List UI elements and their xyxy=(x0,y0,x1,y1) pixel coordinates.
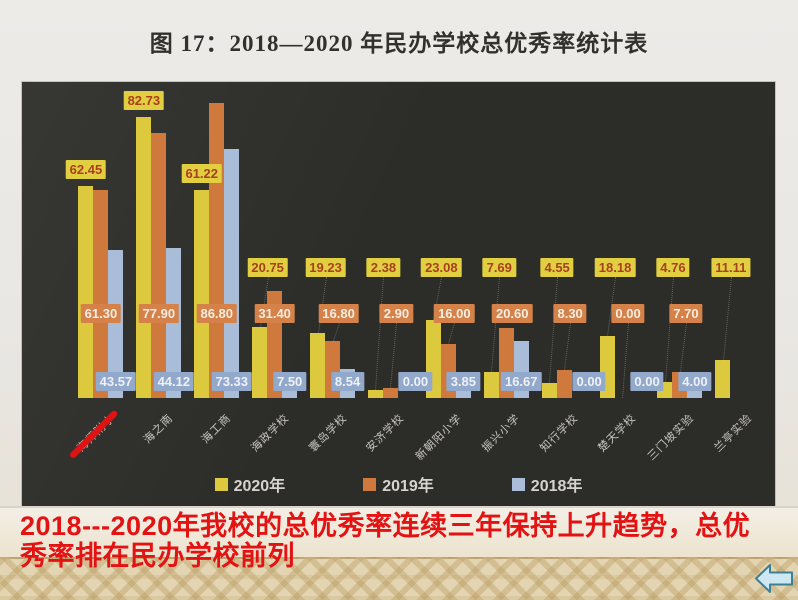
x-axis-label-text: 新朝阳小学 xyxy=(414,412,465,464)
x-axis-label-text: 海工商 xyxy=(199,412,234,447)
value-label-2019年: 16.00 xyxy=(434,304,475,323)
decorative-border-band xyxy=(0,557,798,600)
legend-swatch-icon xyxy=(511,477,525,491)
x-axis-label-text: 知行学校 xyxy=(538,412,581,455)
legend-swatch-icon xyxy=(214,477,228,491)
value-label-2019年: 77.90 xyxy=(138,304,180,323)
bar-2020年 xyxy=(310,332,326,398)
bar-2020年 xyxy=(483,371,499,398)
value-label-2020年: 61.22 xyxy=(181,163,223,183)
value-label-2018年: 0.00 xyxy=(572,372,606,391)
page-title: 图 17：2018—2020 年民办学校总优秀率统计表 xyxy=(149,31,649,56)
highlight-underline-mark xyxy=(68,409,119,460)
x-axis-label-text: 海之南 xyxy=(141,412,176,447)
value-label-2019年: 2.90 xyxy=(379,304,414,323)
value-label-2018年: 8.54 xyxy=(330,372,365,391)
leader-line xyxy=(679,323,687,372)
value-label-2019年: 86.80 xyxy=(196,304,238,323)
value-label-2019年: 31.40 xyxy=(254,304,295,323)
value-label-2020年: 18.18 xyxy=(594,258,636,277)
caption-line-2: 秀率排在民办学校前列 xyxy=(20,541,295,571)
legend-label: 2019年 xyxy=(382,478,434,495)
legend-label: 2018年 xyxy=(530,478,583,495)
value-label-2018年: 3.85 xyxy=(446,372,480,391)
value-label-2018年: 0.00 xyxy=(630,372,664,391)
value-label-2019年: 16.80 xyxy=(318,304,359,323)
value-label-2019年: 0.00 xyxy=(611,304,645,323)
value-label-2019年: 8.30 xyxy=(553,304,587,323)
value-label-2019年: 7.70 xyxy=(669,304,703,323)
value-label-2019年: 20.60 xyxy=(491,304,533,323)
value-label-2020年: 23.08 xyxy=(421,258,462,277)
bar-2019年 xyxy=(382,388,398,398)
legend-item: 2020年 xyxy=(214,472,286,496)
leader-line xyxy=(375,277,385,390)
value-label-2019年: 61.30 xyxy=(80,304,122,323)
value-label-2018年: 7.50 xyxy=(272,372,307,391)
leader-line xyxy=(664,277,674,382)
x-axis-label-text: 三门坡实验 xyxy=(645,412,697,464)
bar-2020年 xyxy=(367,389,383,398)
value-label-2018年: 44.12 xyxy=(153,372,195,391)
value-label-2020年: 11.11 xyxy=(711,258,751,277)
x-axis-label-text: 振兴小学 xyxy=(480,412,523,455)
bar-2020年 xyxy=(194,189,210,398)
value-label-2018年: 4.00 xyxy=(678,372,712,391)
value-label-2020年: 7.69 xyxy=(482,258,516,277)
bar-2019年 xyxy=(209,102,225,398)
x-axis-label-text: 寰岛学校 xyxy=(306,412,350,455)
legend-item: 2018年 xyxy=(511,472,583,496)
bar-chart: 海师附小海之南海工商海政学校寰岛学校安济学校新朝阳小学振兴小学知行学校楚天学校三… xyxy=(22,82,775,506)
back-arrow-button[interactable] xyxy=(754,562,794,595)
bar-2019年 xyxy=(93,189,109,398)
bar-2018年 xyxy=(108,249,124,398)
leader-line xyxy=(448,323,456,344)
value-label-2020年: 4.55 xyxy=(540,258,574,277)
legend-item: 2019年 xyxy=(363,472,434,496)
bar-2020年 xyxy=(252,327,268,398)
value-label-2020年: 4.76 xyxy=(656,258,690,277)
bar-2020年 xyxy=(78,185,94,398)
value-label-2018年: 0.00 xyxy=(398,372,433,391)
leader-line xyxy=(564,323,572,370)
value-label-2018年: 16.67 xyxy=(500,372,542,391)
value-label-2020年: 82.73 xyxy=(123,90,165,110)
value-label-2020年: 62.45 xyxy=(65,159,107,179)
bar-2019年 xyxy=(556,369,572,398)
bar-2020年 xyxy=(136,116,152,398)
x-axis-label-text: 兰亭实验 xyxy=(712,412,755,455)
caption-band xyxy=(0,506,798,559)
value-label-2020年: 20.75 xyxy=(247,258,288,277)
leader-line xyxy=(332,323,340,342)
leader-line xyxy=(390,323,398,389)
value-label-2018年: 73.33 xyxy=(211,372,253,391)
left-arrow-icon xyxy=(755,564,793,593)
x-axis-label-text: 楚天学校 xyxy=(596,412,639,455)
bar-2019年 xyxy=(151,133,167,398)
leader-line xyxy=(722,277,732,361)
legend-label: 2020年 xyxy=(233,478,286,495)
leader-line xyxy=(549,277,559,383)
bar-2018年 xyxy=(224,148,240,398)
value-label-2020年: 19.23 xyxy=(305,258,346,277)
caption-line-1: 2018---2020年我校的总优秀率连续三年保持上升趋势，总优 xyxy=(20,511,751,541)
caption-text: 2018---2020年我校的总优秀率连续三年保持上升趋势，总优 秀率排在民办学… xyxy=(20,511,790,571)
value-label-2020年: 2.38 xyxy=(366,258,401,277)
leader-line xyxy=(622,323,630,399)
legend-swatch-icon xyxy=(363,477,377,491)
x-axis-label-text: 海政学校 xyxy=(248,412,292,455)
value-label-2018年: 43.57 xyxy=(95,372,137,391)
bar-2020年 xyxy=(715,360,731,398)
x-axis-label-text: 安济学校 xyxy=(364,412,408,455)
chart-legend: 2020年 2019年 2018年 xyxy=(22,472,775,496)
bar-2020年 xyxy=(541,382,557,398)
